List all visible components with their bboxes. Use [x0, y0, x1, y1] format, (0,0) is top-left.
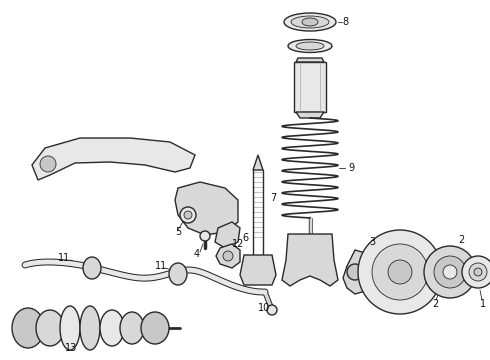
Ellipse shape [288, 40, 332, 53]
Text: 12: 12 [232, 239, 245, 249]
Polygon shape [343, 250, 377, 294]
Ellipse shape [12, 308, 44, 348]
Text: 7: 7 [270, 193, 276, 203]
Ellipse shape [120, 312, 144, 344]
Polygon shape [296, 58, 324, 62]
Text: 10: 10 [258, 303, 270, 313]
Polygon shape [253, 155, 263, 170]
Ellipse shape [83, 257, 101, 279]
Circle shape [267, 305, 277, 315]
Circle shape [87, 263, 97, 273]
Text: 5: 5 [175, 227, 181, 237]
Polygon shape [32, 138, 195, 180]
Polygon shape [282, 234, 338, 286]
Text: 11: 11 [58, 253, 70, 263]
Text: 4: 4 [194, 249, 200, 259]
Ellipse shape [100, 310, 124, 346]
Circle shape [469, 263, 487, 281]
Text: 1: 1 [480, 299, 486, 309]
Circle shape [86, 324, 94, 332]
Ellipse shape [80, 306, 100, 350]
Circle shape [474, 268, 482, 276]
Circle shape [24, 324, 32, 332]
Ellipse shape [36, 310, 64, 346]
Circle shape [358, 230, 442, 314]
Text: 2: 2 [432, 299, 438, 309]
Circle shape [40, 156, 56, 172]
Circle shape [434, 256, 466, 288]
Text: 3: 3 [369, 237, 375, 247]
Ellipse shape [169, 263, 187, 285]
Polygon shape [215, 222, 240, 248]
Circle shape [46, 324, 54, 332]
Text: 11: 11 [155, 261, 167, 271]
Ellipse shape [141, 312, 169, 344]
Text: 6: 6 [242, 233, 248, 243]
Polygon shape [240, 255, 276, 285]
Circle shape [66, 324, 74, 332]
Polygon shape [294, 62, 326, 112]
Circle shape [424, 246, 476, 298]
Circle shape [108, 324, 116, 332]
Circle shape [305, 41, 315, 51]
Circle shape [443, 265, 457, 279]
Circle shape [128, 324, 136, 332]
Ellipse shape [302, 18, 318, 26]
Polygon shape [175, 182, 238, 235]
Circle shape [223, 251, 233, 261]
Text: 9: 9 [348, 163, 354, 173]
Circle shape [388, 260, 412, 284]
Text: 2: 2 [458, 235, 464, 245]
Circle shape [372, 244, 428, 300]
Polygon shape [216, 244, 240, 268]
Circle shape [180, 207, 196, 223]
Circle shape [184, 211, 192, 219]
Circle shape [200, 231, 210, 241]
Ellipse shape [284, 13, 336, 31]
Ellipse shape [60, 306, 80, 350]
Ellipse shape [291, 16, 329, 28]
Text: 13: 13 [65, 343, 77, 353]
Text: 8: 8 [342, 17, 348, 27]
Ellipse shape [296, 42, 324, 50]
Circle shape [151, 324, 159, 332]
Circle shape [173, 269, 183, 279]
Circle shape [347, 264, 363, 280]
Polygon shape [296, 112, 324, 118]
Circle shape [462, 256, 490, 288]
